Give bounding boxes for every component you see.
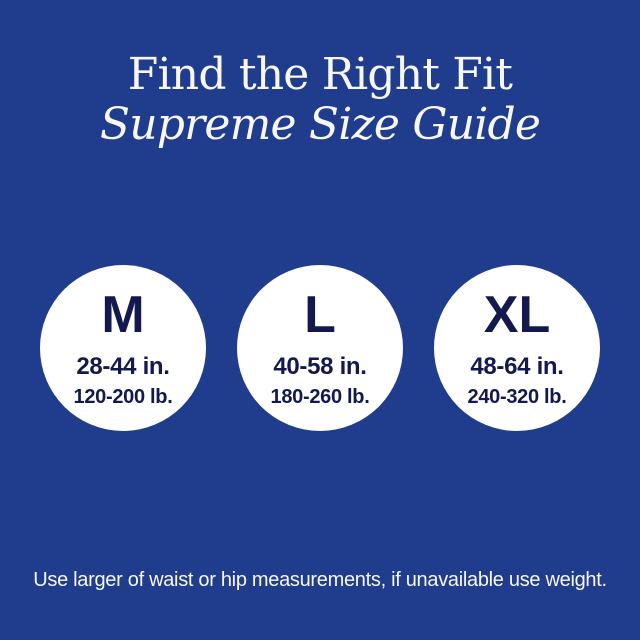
size-circle-xl: XL 48-64 in. 240-320 lb. [434,265,600,432]
waist-range: 28-44 in. [76,352,170,380]
weight-range: 120-200 lb. [73,386,173,409]
waist-range: 48-64 in. [470,352,564,380]
weight-range: 240-320 lb. [467,386,567,409]
size-options-row: M 28-44 in. 120-200 lb. L 40-58 in. 180-… [0,265,640,432]
waist-range: 40-58 in. [273,352,367,380]
page-subtitle: Supreme Size Guide [99,98,541,150]
size-label: M [101,285,145,344]
header: Find the Right Fit Supreme Size Guide [0,0,640,149]
size-circle-l: L 40-58 in. 180-260 lb. [237,265,403,432]
footnote: Use larger of waist or hip measurements,… [33,569,607,591]
page-title: Find the Right Fit [127,49,513,100]
size-label: XL [483,285,551,344]
size-circle-m: M 28-44 in. 120-200 lb. [40,265,206,432]
size-label: L [304,285,336,344]
weight-range: 180-260 lb. [270,386,370,409]
